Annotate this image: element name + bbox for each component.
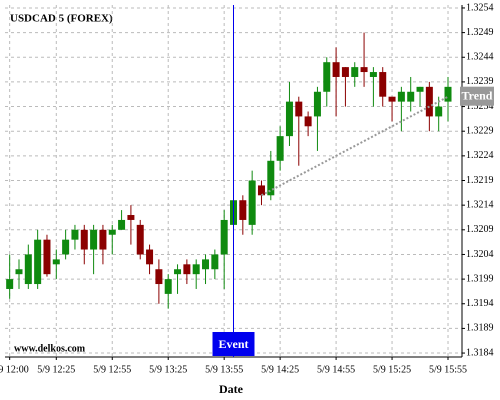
- candle-body: [155, 269, 163, 285]
- y-tick-label: 1.3189: [466, 323, 494, 334]
- candle-body: [416, 86, 424, 92]
- candle-body: [351, 67, 359, 77]
- y-tick-label: 1.3184: [466, 347, 494, 358]
- candle-body: [43, 239, 51, 275]
- candle-body: [397, 91, 405, 102]
- candle-body: [62, 239, 70, 255]
- candle-body: [295, 101, 303, 117]
- candle-body: [52, 259, 60, 265]
- candle-body: [211, 254, 219, 270]
- candle-body: [360, 67, 368, 73]
- candle-body: [174, 269, 182, 275]
- candle-body: [24, 254, 32, 285]
- candle-body: [267, 160, 275, 196]
- candle-body: [332, 62, 340, 77]
- y-tick-label: 1.3224: [466, 150, 494, 161]
- x-tick-label: 5/9 15:25: [373, 364, 411, 375]
- candle-body: [407, 91, 415, 102]
- x-axis-title: Date: [219, 382, 244, 396]
- y-tick-label: 1.3204: [466, 249, 494, 260]
- candle-body: [146, 249, 154, 265]
- y-tick-label: 1.3199: [466, 273, 494, 284]
- candle-body: [239, 200, 247, 220]
- watermark: www.delkos.com: [14, 343, 86, 354]
- candle-body: [323, 62, 331, 92]
- candle-body: [90, 229, 98, 250]
- candle-body: [136, 224, 144, 255]
- candle-body: [127, 215, 135, 220]
- candle-body: [34, 239, 42, 285]
- candle-body: [202, 259, 210, 270]
- x-tick-label: 5/9 15:55: [429, 364, 467, 375]
- candle-body: [6, 279, 14, 289]
- y-tick-label: 1.3244: [466, 52, 494, 63]
- event-label-box: [212, 332, 255, 356]
- y-tick-label: 1.3229: [466, 126, 494, 137]
- candle-body: [285, 101, 293, 137]
- y-tick-label: 1.3209: [466, 224, 494, 235]
- candle-body: [369, 72, 377, 77]
- y-tick-label: 1.3214: [466, 199, 494, 210]
- y-tick-label: 1.3219: [466, 175, 494, 186]
- x-tick-label: 5/9 14:25: [261, 364, 299, 375]
- candle-body: [220, 219, 228, 255]
- y-tick-label: 1.3254: [466, 2, 494, 13]
- trend-label-box: [460, 86, 494, 106]
- y-tick-label: 1.3194: [466, 298, 494, 309]
- x-tick-label: 5/9 13:25: [149, 364, 187, 375]
- trend-line: [261, 95, 449, 197]
- candle-body: [257, 185, 265, 196]
- x-tick-label: 5/9 12:55: [93, 364, 131, 375]
- candle-body: [304, 116, 312, 127]
- y-tick-label: 1.3239: [466, 76, 494, 87]
- candle-body: [192, 264, 200, 275]
- candle-body: [71, 229, 79, 240]
- candle-body: [164, 279, 172, 294]
- candle-body: [313, 91, 321, 117]
- candle-body: [108, 229, 116, 235]
- trend-label: Trend: [462, 88, 493, 102]
- y-tick-label: 1.3249: [466, 27, 494, 38]
- candle-body: [341, 67, 349, 77]
- candle-body: [379, 72, 387, 97]
- candle-body: [248, 180, 256, 225]
- y-tick-label: 1.3234: [466, 101, 494, 112]
- chart-title: USDCAD 5 (FOREX): [10, 13, 113, 25]
- candle-body: [276, 136, 284, 161]
- candle-body: [183, 264, 191, 275]
- candle-body: [444, 86, 452, 102]
- x-tick-label: 5/9 12:00: [0, 364, 29, 375]
- candle-body: [99, 229, 107, 250]
- candle-body: [80, 229, 88, 250]
- candle-body: [435, 106, 443, 117]
- candle-body: [15, 269, 23, 275]
- x-tick-label: 5/9 13:55: [205, 364, 243, 375]
- x-tick-label: 5/9 14:55: [317, 364, 355, 375]
- candle-body: [425, 86, 433, 117]
- x-tick-label: 5/9 12:25: [37, 364, 75, 375]
- candle-body: [388, 96, 396, 102]
- candle-body: [118, 219, 126, 230]
- event-label: Event: [219, 337, 249, 351]
